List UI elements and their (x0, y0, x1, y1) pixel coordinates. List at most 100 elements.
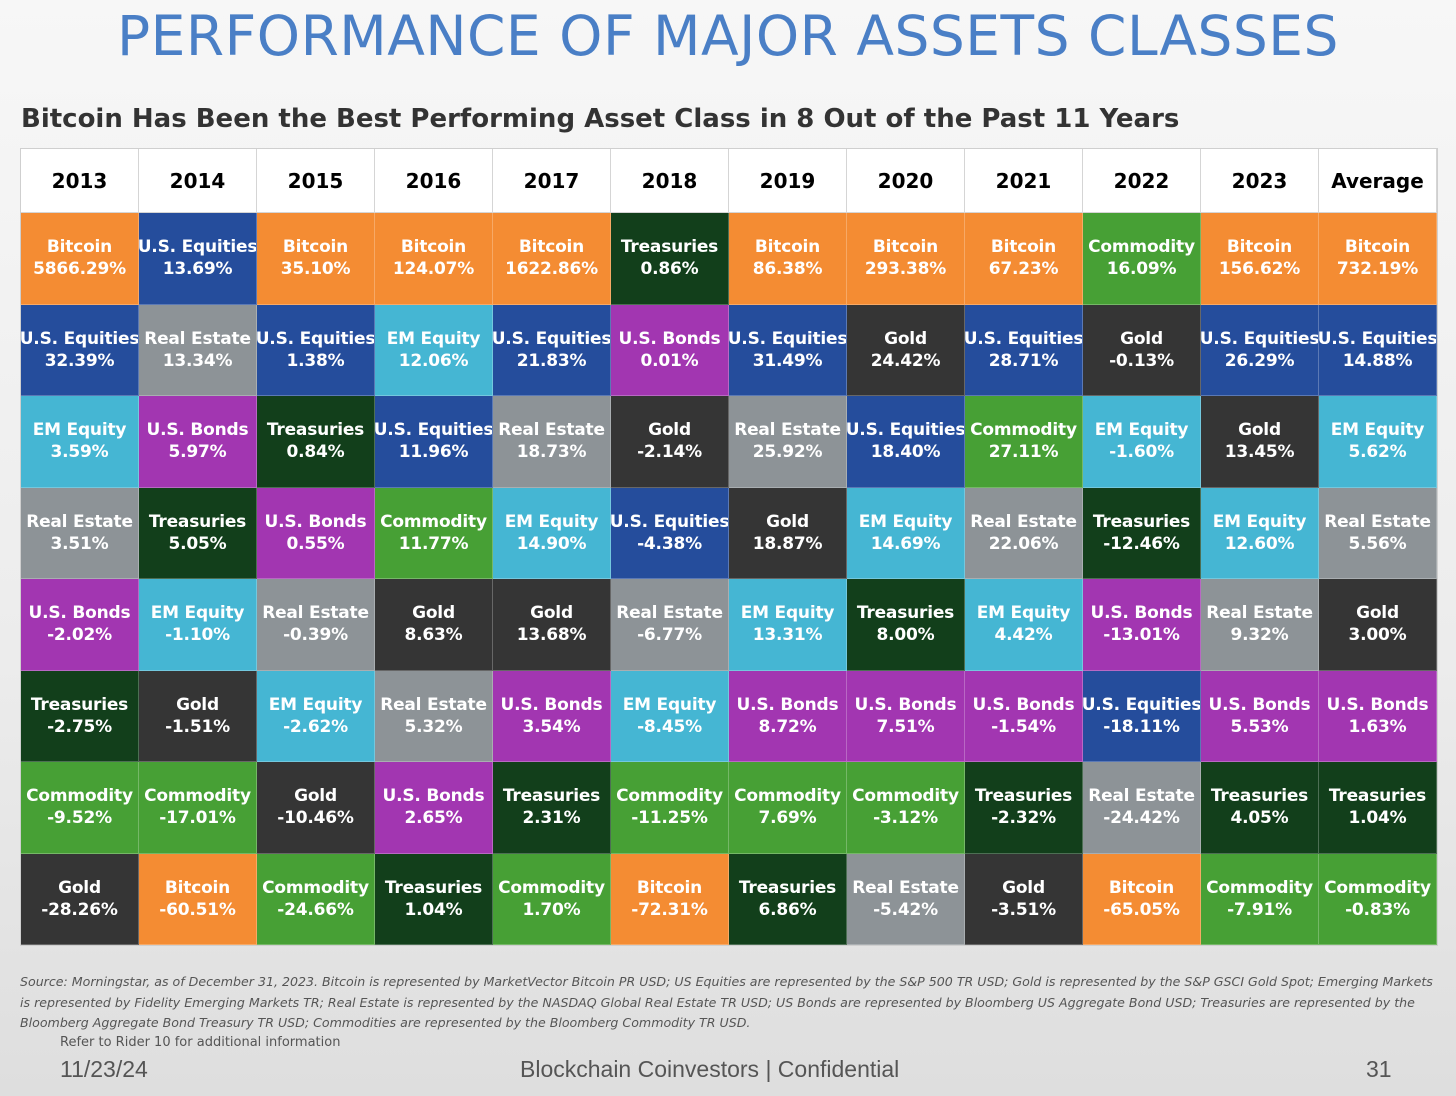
asset-name: Real Estate (262, 603, 369, 624)
asset-name: Treasuries (1328, 786, 1427, 807)
asset-return: -24.66% (277, 899, 354, 920)
asset-cell: U.S. Equities 28.71% (965, 304, 1083, 396)
asset-name: Treasuries (1210, 786, 1309, 807)
asset-name: Commodity (380, 511, 487, 532)
asset-return: 2.31% (522, 808, 581, 829)
asset-return: 8.72% (758, 716, 817, 737)
asset-name: Bitcoin (636, 877, 703, 898)
asset-cell: Bitcoin 5866.29% (21, 213, 139, 305)
asset-cell: Gold 13.45% (1201, 396, 1319, 488)
asset-cell: Bitcoin 293.38% (847, 213, 965, 305)
asset-name: Commodity (26, 786, 133, 807)
asset-cell: Real Estate -0.39% (257, 579, 375, 671)
asset-cell: EM Equity 13.31% (729, 579, 847, 671)
asset-name: EM Equity (622, 694, 717, 715)
asset-cell: Real Estate -6.77% (611, 579, 729, 671)
asset-cell: Commodity -0.83% (1319, 853, 1437, 945)
asset-cell: Bitcoin 86.38% (729, 213, 847, 305)
asset-return: 124.07% (392, 259, 475, 280)
asset-name: Treasuries (738, 877, 837, 898)
asset-cell: EM Equity 14.69% (847, 487, 965, 579)
asset-name: EM Equity (32, 420, 127, 441)
asset-name: Gold (58, 877, 101, 898)
asset-return: 27.11% (988, 442, 1059, 463)
asset-name: Commodity (1324, 877, 1431, 898)
asset-name: U.S. Bonds (972, 694, 1075, 715)
asset-return: 18.73% (516, 442, 587, 463)
asset-name: Real Estate (498, 420, 605, 441)
asset-return: 35.10% (280, 259, 351, 280)
asset-name: Commodity (498, 877, 605, 898)
asset-return: 1.04% (404, 899, 463, 920)
asset-name: U.S. Equities (1319, 328, 1437, 349)
asset-cell: Treasuries -2.32% (965, 762, 1083, 854)
asset-return: -60.51% (159, 899, 236, 920)
asset-return: -5.42% (873, 899, 938, 920)
asset-cell: Commodity 27.11% (965, 396, 1083, 488)
asset-cell: U.S. Equities 11.96% (375, 396, 493, 488)
asset-name: Real Estate (1324, 511, 1431, 532)
asset-return: -24.42% (1103, 808, 1180, 829)
asset-return: -3.12% (873, 808, 938, 829)
asset-name: Bitcoin (46, 237, 113, 258)
asset-cell: Treasuries 0.86% (611, 213, 729, 305)
column-header-2021: 2021 (965, 149, 1083, 213)
asset-cell: Gold -1.51% (139, 670, 257, 762)
asset-cell: U.S. Equities 18.40% (847, 396, 965, 488)
asset-name: Gold (884, 328, 927, 349)
asset-cell: EM Equity 3.59% (21, 396, 139, 488)
asset-name: U.S. Bonds (28, 603, 131, 624)
column-header-2017: 2017 (493, 149, 611, 213)
asset-return: -0.13% (1109, 350, 1174, 371)
asset-return: 13.68% (516, 625, 587, 646)
asset-return: 21.83% (516, 350, 587, 371)
asset-name: U.S. Equities (257, 328, 375, 349)
asset-name: Gold (766, 511, 809, 532)
asset-return: 5.56% (1348, 533, 1407, 554)
asset-cell: Gold 24.42% (847, 304, 965, 396)
asset-return: 13.34% (162, 350, 233, 371)
asset-cell: U.S. Equities 13.69% (139, 213, 257, 305)
asset-name: Bitcoin (1108, 877, 1175, 898)
asset-return: -17.01% (159, 808, 236, 829)
column-header-2014: 2014 (139, 149, 257, 213)
asset-name: Gold (648, 420, 691, 441)
asset-return: -18.11% (1103, 716, 1180, 737)
asset-name: Bitcoin (400, 237, 467, 258)
asset-name: U.S. Equities (847, 420, 965, 441)
asset-cell: U.S. Bonds -2.02% (21, 579, 139, 671)
column-header-average: Average (1319, 149, 1437, 213)
asset-name: Treasuries (620, 237, 719, 258)
asset-name: Gold (1238, 420, 1281, 441)
asset-cell: EM Equity -1.60% (1083, 396, 1201, 488)
asset-name: U.S. Equities (729, 328, 847, 349)
asset-cell: EM Equity -1.10% (139, 579, 257, 671)
asset-return: 18.87% (752, 533, 823, 554)
asset-return: -10.46% (277, 808, 354, 829)
asset-name: Gold (1002, 877, 1045, 898)
asset-name: Real Estate (1088, 786, 1195, 807)
asset-name: Bitcoin (518, 237, 585, 258)
asset-name: EM Equity (504, 511, 599, 532)
asset-name: Commodity (262, 877, 369, 898)
asset-return: 0.55% (286, 533, 345, 554)
asset-cell: U.S. Bonds 0.55% (257, 487, 375, 579)
asset-cell: Bitcoin -60.51% (139, 853, 257, 945)
asset-cell: Bitcoin 732.19% (1319, 213, 1437, 305)
asset-name: Treasuries (30, 694, 129, 715)
asset-return: 3.54% (522, 716, 581, 737)
asset-return: -65.05% (1103, 899, 1180, 920)
asset-cell: Commodity 16.09% (1083, 213, 1201, 305)
asset-cell: U.S. Equities 1.38% (257, 304, 375, 396)
asset-cell: U.S. Bonds 7.51% (847, 670, 965, 762)
asset-cell: Gold 13.68% (493, 579, 611, 671)
asset-cell: EM Equity 14.90% (493, 487, 611, 579)
asset-return: 1622.86% (505, 259, 598, 280)
asset-return: 24.42% (870, 350, 941, 371)
asset-name: Gold (412, 603, 455, 624)
asset-name: Bitcoin (164, 877, 231, 898)
asset-return: -2.14% (637, 442, 702, 463)
asset-return: 0.86% (640, 259, 699, 280)
asset-cell: U.S. Bonds 5.97% (139, 396, 257, 488)
asset-name: Bitcoin (754, 237, 821, 258)
